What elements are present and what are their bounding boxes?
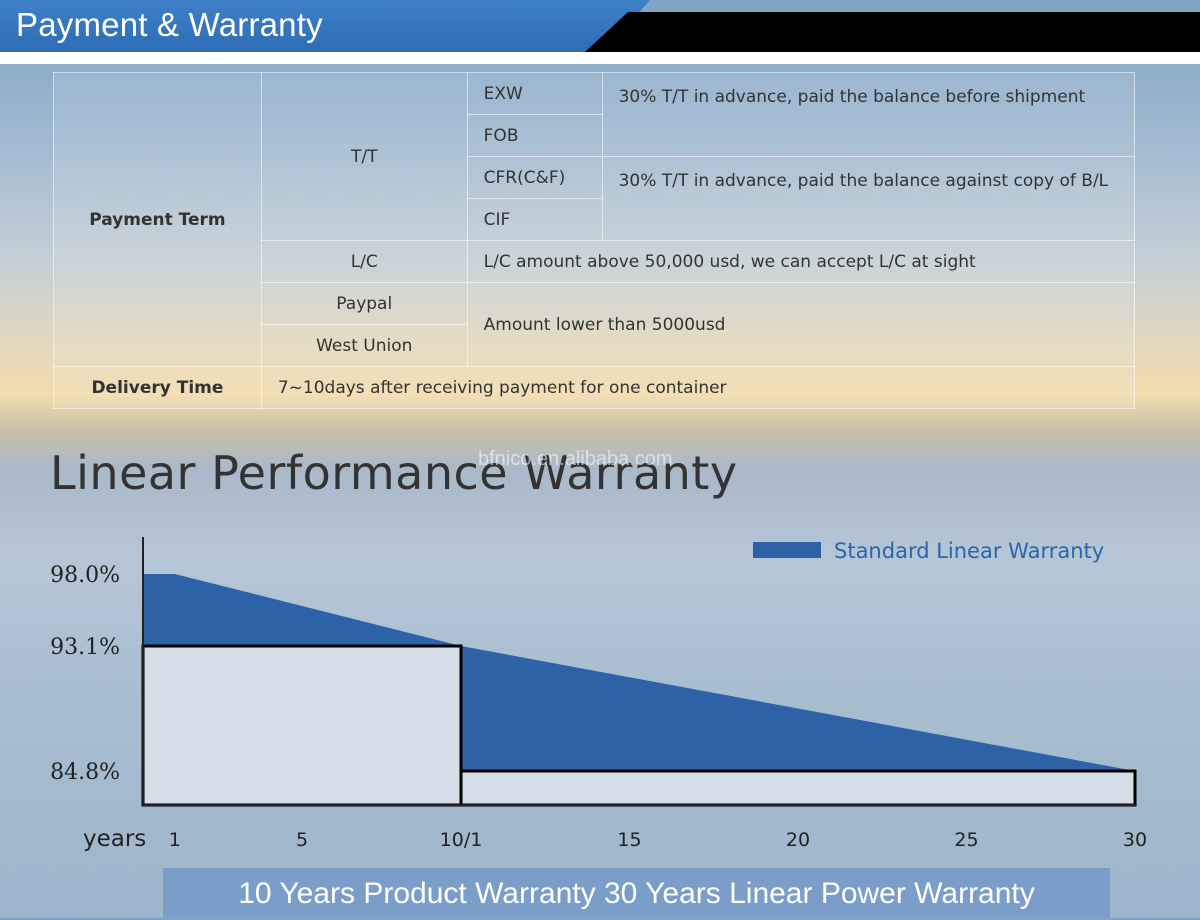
legend-swatch [753, 542, 821, 558]
y-tick-label: 98.0% [50, 563, 120, 588]
header-blue-band [0, 0, 650, 52]
x-tick-label: 15 [617, 829, 641, 851]
small-amount-note: Amount lower than 5000usd [466, 282, 1136, 367]
watermark: bfnico.en.alibaba.com [478, 448, 673, 470]
section-title: Linear Performance Warranty [50, 446, 738, 500]
step-box-first-10-years [141, 644, 463, 807]
header-black-band [585, 12, 1200, 52]
y-tick-label: 93.1% [50, 635, 120, 660]
delivery-time-label: Delivery Time [53, 366, 262, 409]
step-box-years-10-30 [459, 769, 1137, 807]
x-tick-label: 20 [786, 829, 810, 851]
term-fob: FOB [466, 114, 603, 157]
paypal-label: Paypal [260, 282, 468, 325]
x-tick-label: 25 [954, 829, 978, 851]
lc-note: L/C amount above 50,000 usd, we can acce… [466, 240, 1136, 283]
term-cfr: CFR(C&F) [466, 156, 603, 199]
tt-label: T/T [260, 72, 468, 241]
header-bar: Payment & Warranty [0, 0, 1200, 52]
x-tick-label: 30 [1123, 829, 1147, 851]
west-union-label: West Union [260, 324, 468, 367]
legend-label: Standard Linear Warranty [834, 539, 1104, 563]
tt-note-2: 30% T/T in advance, paid the balance aga… [601, 156, 1136, 241]
warranty-chart: 98.0%93.1%84.8%1 5 10/1 15 20 25 30yearsStanda… [50, 537, 1147, 852]
lc-label: L/C [260, 240, 468, 283]
y-tick-label: 84.8% [50, 760, 120, 785]
payment-table: Payment Term T/T EXW 30% T/T in advance,… [53, 72, 1136, 409]
x-tick-label: 5 [296, 829, 308, 851]
header-divider [0, 52, 1200, 64]
x-tick-label: 10/1 [440, 829, 483, 851]
term-cif: CIF [466, 198, 603, 241]
footer-banner: 10 Years Product Warranty 30 Years Linea… [163, 868, 1110, 918]
x-tick-label: 1 [169, 829, 181, 851]
payment-term-label: Payment Term [53, 72, 262, 367]
page-title: Payment & Warranty [16, 6, 323, 43]
x-axis-label: years [83, 826, 146, 852]
term-exw: EXW [466, 72, 603, 115]
tt-note-1: 30% T/T in advance, paid the balance bef… [601, 72, 1136, 157]
delivery-note: 7~10days after receiving payment for one… [260, 366, 1136, 409]
